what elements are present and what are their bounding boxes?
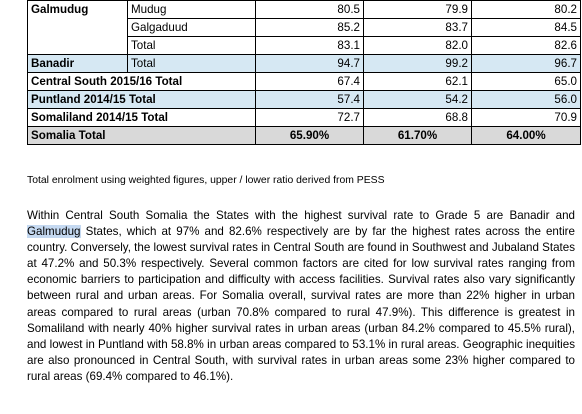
table-row: Puntland 2014/15 Total 57.4 54.2 56.0 [27,90,581,109]
table-row: Somalia Total 65.90% 61.70% 64.00% [27,126,581,145]
table-cell: 80.2 [471,0,581,19]
table-cell: 61.70% [363,126,472,145]
table-caption: Total enrolment using weighted figures, … [27,175,385,186]
total-label: Puntland 2014/15 Total [27,90,256,109]
paragraph-text: States, which at 97% and 82.6% respectiv… [27,225,575,383]
table-cell: 68.8 [363,108,472,127]
body-paragraph: Within Central South Somalia the States … [27,208,575,385]
table-cell: 67.4 [255,72,364,91]
total-label: Central South 2015/16 Total [27,72,256,91]
subregion-label: Galgaduud [127,18,256,37]
highlighted-text[interactable]: Galmudug [27,225,81,239]
table-cell: 82.0 [363,36,472,55]
paragraph-text: Within Central South Somalia the States … [27,209,575,222]
table-cell: 54.2 [363,90,472,109]
table-cell: 65.90% [255,126,364,145]
table-cell: 83.7 [363,18,472,37]
survival-rate-table: Galmudug Mudug 80.5 79.9 80.2 Galgaduud … [27,0,581,145]
region-label: Galmudug [27,0,128,55]
table-row: Banadir Total 94.7 99.2 96.7 [27,54,581,73]
table-cell: 85.2 [255,18,364,37]
table-cell: 82.6 [471,36,581,55]
region-label: Banadir [27,54,128,73]
table-cell: 64.00% [471,126,581,145]
table-cell: 94.7 [255,54,364,73]
total-label: Somalia Total [27,126,256,145]
subregion-label: Mudug [127,0,256,19]
table-cell: 83.1 [255,36,364,55]
table-cell: 72.7 [255,108,364,127]
table-cell: 99.2 [363,54,472,73]
table-row: Central South 2015/16 Total 67.4 62.1 65… [27,72,581,91]
subregion-label: Total [127,36,256,55]
table-cell: 70.9 [471,108,581,127]
table-cell: 79.9 [363,0,472,19]
table-cell: 57.4 [255,90,364,109]
table-row: Somaliland 2014/15 Total 72.7 68.8 70.9 [27,108,581,127]
table-cell: 96.7 [471,54,581,73]
table-cell: 80.5 [255,0,364,19]
table-cell: 84.5 [471,18,581,37]
table-cell: 62.1 [363,72,472,91]
subregion-label: Total [127,54,256,73]
total-label: Somaliland 2014/15 Total [27,108,256,127]
table-row: Galmudug Mudug 80.5 79.9 80.2 [27,0,581,55]
table-cell: 65.0 [471,72,581,91]
table-cell: 56.0 [471,90,581,109]
